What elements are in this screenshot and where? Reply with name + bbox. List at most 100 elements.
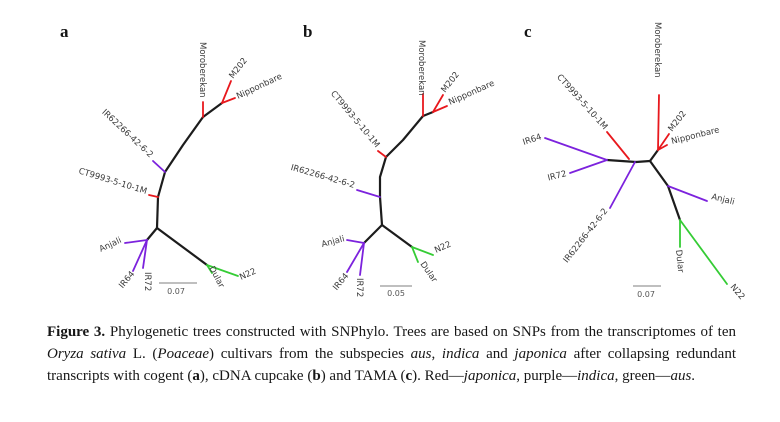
caption-segment: after collapsing redundant transcripts w… (47, 345, 737, 384)
taxon-label-ir62266-42-6-2: IR62266-42-6-2 (289, 163, 355, 191)
taxon-label-ir64: IR64 (522, 132, 543, 147)
caption-segment: b (312, 367, 321, 384)
panel-label-c: c (524, 22, 532, 41)
tree-branch-branch (362, 223, 384, 245)
tree-branch-indica (609, 161, 636, 209)
caption-segment: , purple— (516, 367, 578, 384)
tree-branch-japonica (432, 94, 444, 113)
tree-branch-indica (124, 239, 148, 244)
tree-branch-indica (356, 189, 381, 198)
taxon-label-ir72: IR72 (354, 278, 364, 297)
caption-segment: Oryza sativa (47, 345, 127, 362)
taxon-label-anjali: Anjali (710, 192, 735, 207)
tree-panel-c: MoroberekanM202NipponbareCT9993-5-10-1MI… (522, 22, 747, 302)
taxon-label-moroberekan: Moroberekan (416, 40, 426, 96)
tree-branch-indica (132, 239, 148, 272)
tree-branch-aus (411, 246, 419, 263)
tree-branch-branch (378, 195, 384, 227)
tree-branch-aus (206, 264, 239, 277)
taxon-label-n22: N22 (728, 283, 747, 303)
tree-branch-japonica (377, 150, 387, 158)
tree-branch-branch (201, 101, 224, 119)
caption-segment: aus (410, 345, 432, 362)
taxon-label-dular: Dular (206, 265, 226, 290)
tree-branch-japonica (221, 80, 232, 104)
caption-segment: aus (670, 367, 692, 384)
caption-segment: ) cultivars from the subspecies (209, 345, 411, 362)
panel-label-b: b (303, 22, 312, 41)
tree-branch-japonica (432, 105, 448, 113)
tree-branch-indica (667, 185, 708, 202)
tree-branch-aus (206, 264, 213, 274)
caption-segment: Poaceae (157, 345, 210, 362)
tree-branch-branch (605, 158, 638, 164)
taxon-label-ct9993-5-10-1m: CT9993-5-10-1M (554, 73, 609, 132)
caption-segment: japonica (514, 345, 567, 362)
tree-branch-japonica (221, 97, 236, 104)
caption-segment: , green— (614, 367, 671, 384)
taxon-label-m202: M202 (227, 56, 249, 81)
scale-bar-label: 0.07 (167, 287, 185, 296)
tree-branch-branch (634, 159, 652, 164)
tree-branch-japonica (657, 133, 670, 151)
tree-branch-branch (666, 184, 682, 222)
taxon-label-ir72: IR72 (547, 169, 568, 183)
caption-segment: c (405, 367, 413, 384)
tree-branch-indica (569, 159, 608, 174)
figure-3: Moroberekan M202 Nipponbare IR62266-42-6-2 C… (47, 22, 747, 388)
taxon-label-ir62266-42-6-2: IR62266-42-6-2 (562, 207, 611, 265)
scale-bar-label: 0.05 (387, 289, 405, 298)
tree-branch-indica (544, 137, 608, 161)
tree-branch-japonica (657, 144, 668, 151)
caption-segment: Phylogenetic trees constructed with SNPh… (105, 324, 736, 340)
tree-branch-japonica (148, 194, 159, 198)
caption-segment: Figure 3. (47, 324, 106, 340)
taxon-label-n22: N22 (433, 240, 453, 256)
tree-branch-branch (380, 223, 414, 249)
tree-branch-branch (155, 195, 160, 230)
taxon-label-ir72: IR72 (142, 272, 152, 291)
taxon-label-ct9993-5-10-1m: CT9993-5-10-1M (77, 167, 148, 197)
tree-branch-japonica (657, 94, 660, 151)
taxon-label-moroberekan: Moroberekan (652, 22, 662, 78)
caption-segment: L. ( (126, 345, 158, 362)
taxon-label-dular: Dular (418, 260, 440, 285)
caption-segment: ), cDNA cupcake ( (199, 367, 313, 384)
taxon-label-anjali: Anjali (320, 234, 345, 250)
tree-branch-branch (648, 148, 660, 163)
tree-branch-indica (152, 160, 166, 173)
taxon-label-m202: M202 (666, 109, 688, 134)
caption-segment: . (691, 367, 696, 384)
caption-segment: , (431, 345, 442, 362)
caption-segment: indica (577, 367, 615, 384)
tree-branch-aus (411, 246, 434, 256)
taxon-label-moroberekan: Moroberekan (197, 42, 207, 98)
scale-bar-label: 0.07 (637, 290, 655, 299)
tree-branch-indica (142, 239, 148, 269)
figure-caption: Figure 3. Phylogenetic trees constructed… (47, 322, 736, 388)
tree-branch-branch (421, 110, 435, 118)
caption-segment: indica (441, 345, 480, 362)
taxon-label-n22: N22 (238, 267, 258, 283)
tree-branch-branch (156, 170, 167, 199)
taxon-label-ct9993-5-10-1m: CT9993-5-10-1M (328, 89, 381, 150)
tree-branch-branch (145, 226, 159, 242)
taxon-label-ir64: IR64 (331, 272, 351, 293)
phylogenetic-trees: Moroberekan M202NipponbareIR62266-42-6-2C… (60, 22, 747, 302)
tree-branch-branch (163, 115, 205, 174)
taxon-label-nipponbare: Nipponbare (235, 72, 284, 102)
tree-branch-indica (346, 242, 365, 273)
tree-branch-branch (378, 155, 388, 199)
caption-segment: a (192, 367, 200, 384)
tree-branch-indica (346, 239, 365, 244)
taxon-label-m202: M202 (439, 70, 461, 95)
tree-branch-branch (648, 159, 670, 188)
caption-segment: ). Red— (412, 367, 464, 384)
caption-segment: and (479, 345, 515, 362)
caption-segment: ) and TAMA ( (320, 367, 406, 384)
tree-panel-b: Moroberekan M202NipponbareCT9993-5-10-1MI… (289, 22, 496, 298)
tree-branch-indica (359, 242, 365, 276)
taxon-label-ir62266-42-6-2: IR62266-42-6-2 (99, 108, 154, 161)
caption-segment: japonica (463, 367, 517, 384)
